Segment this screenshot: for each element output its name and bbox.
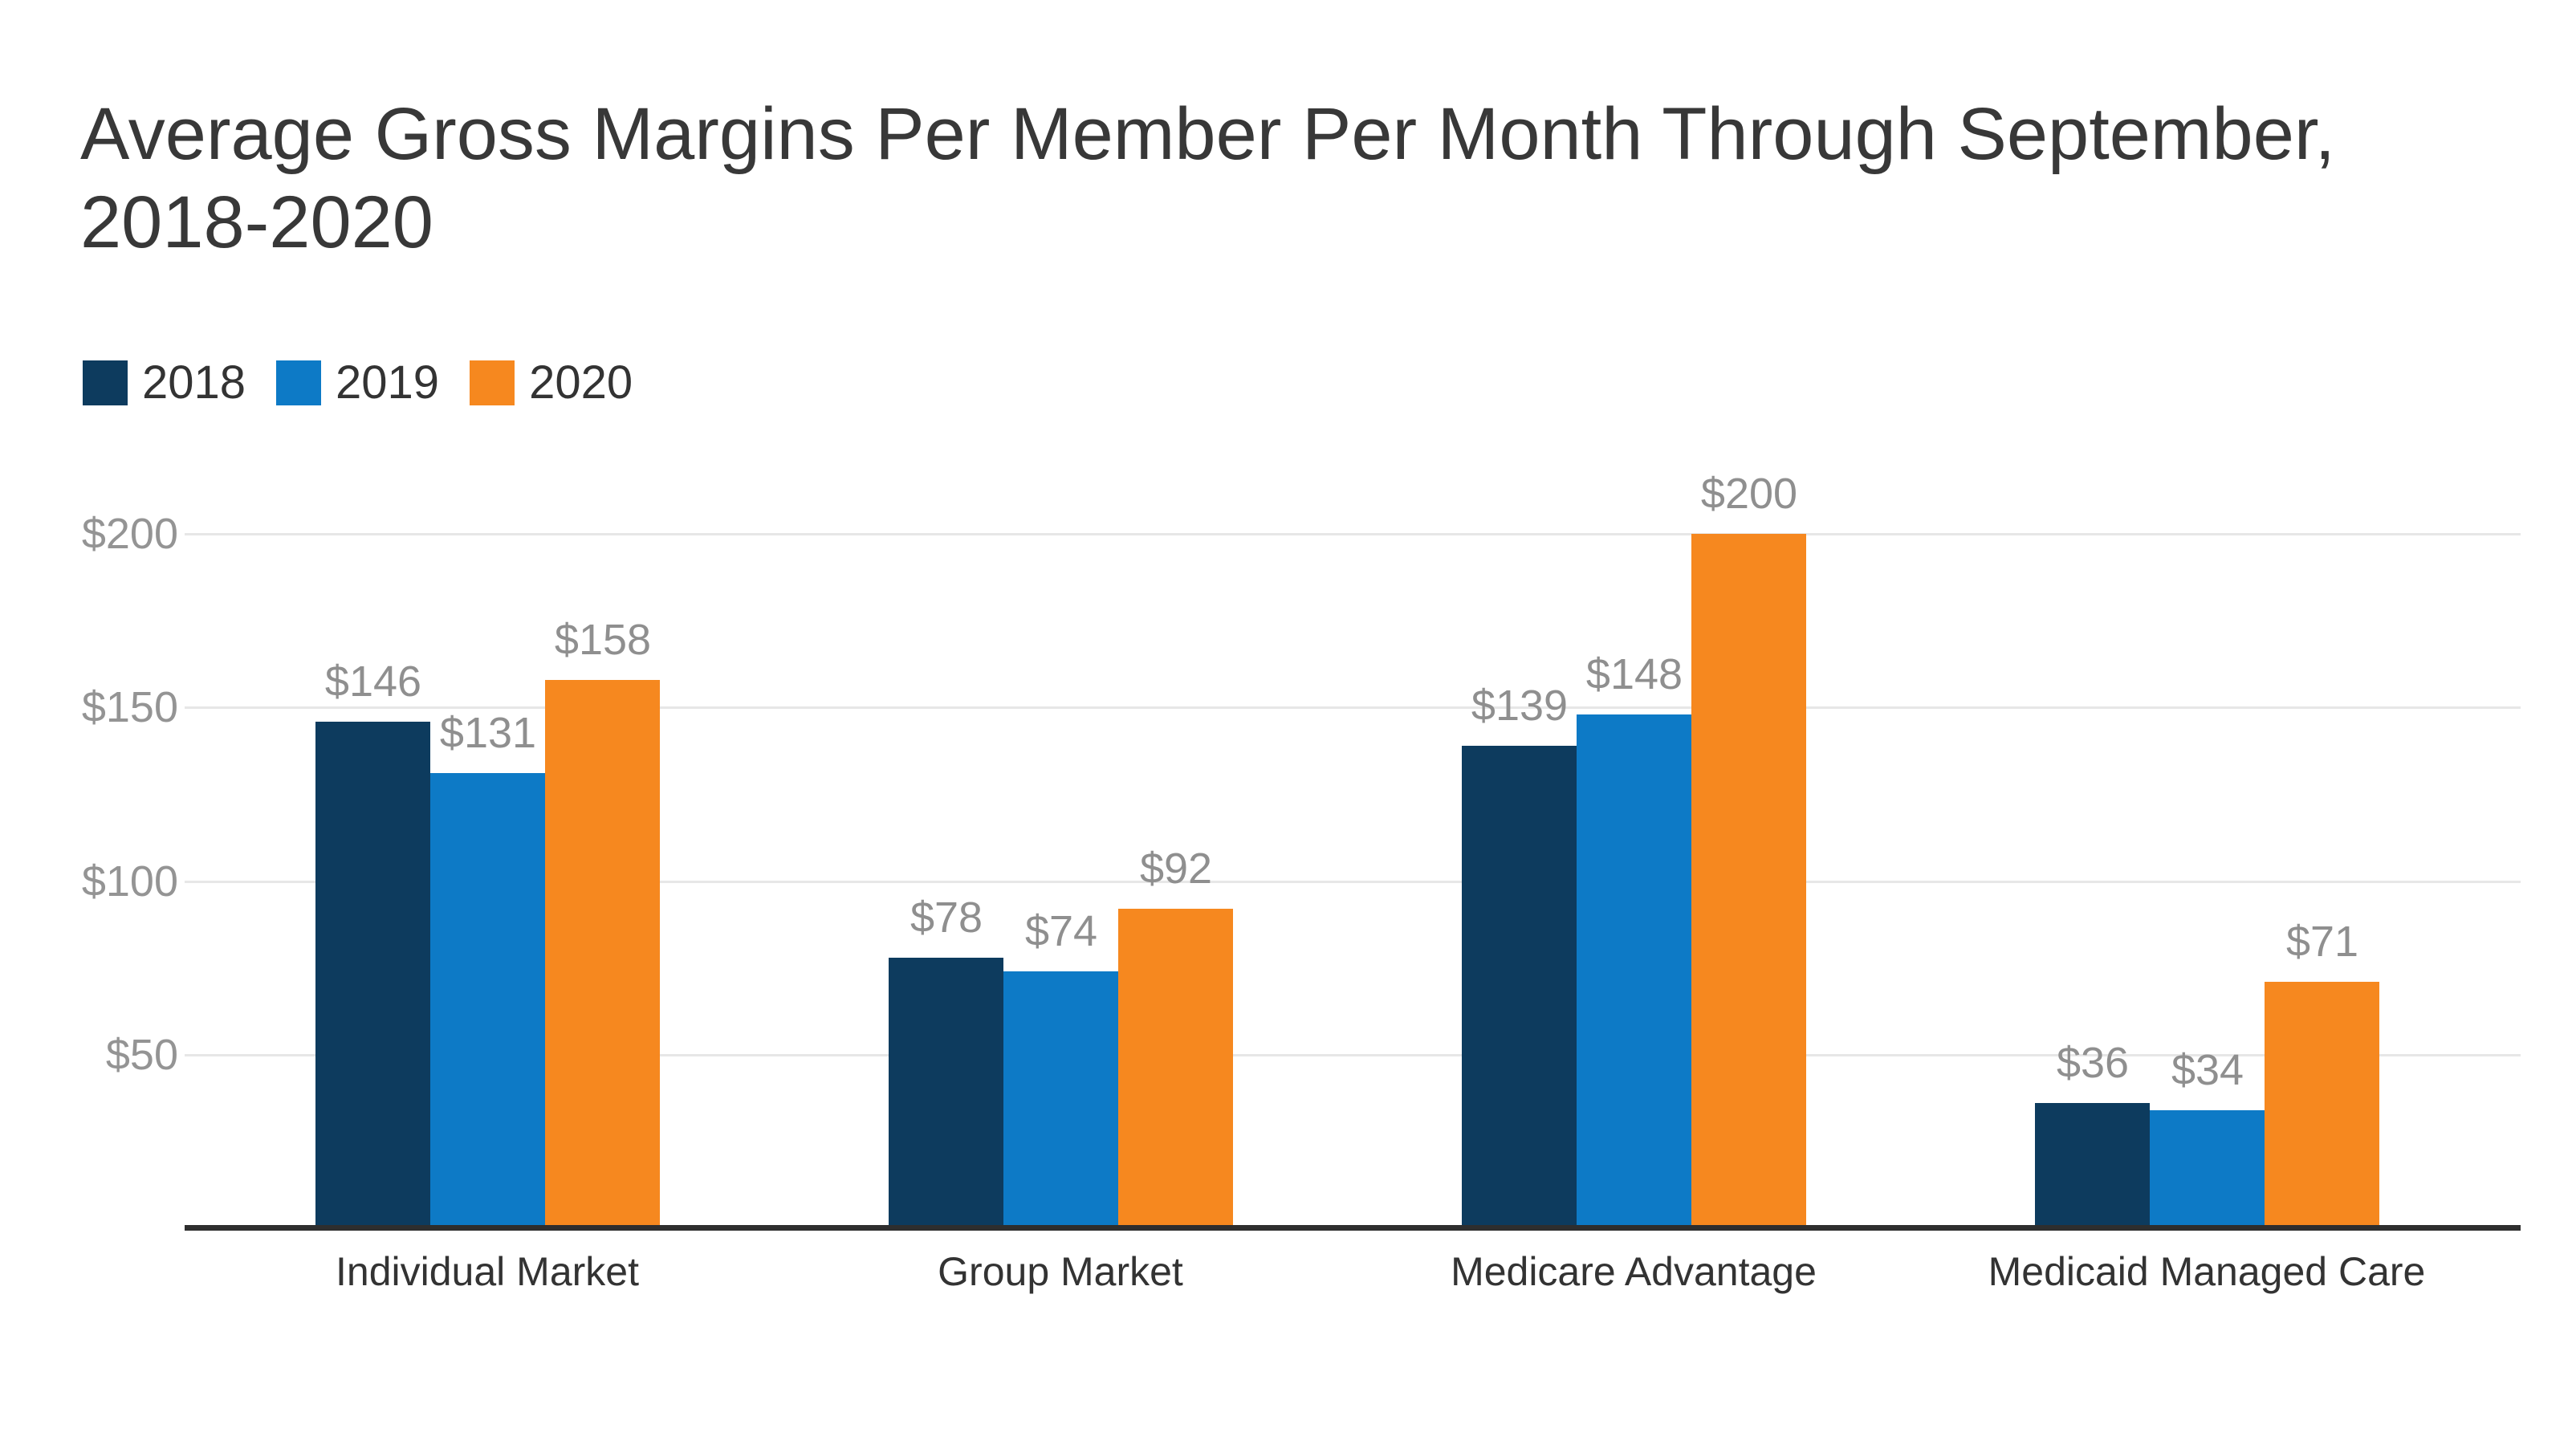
gridline	[185, 706, 2521, 709]
bar-value-label: $71	[2285, 918, 2359, 966]
bar	[1691, 534, 1806, 1228]
bar	[1118, 909, 1233, 1228]
category-label: Individual Market	[336, 1249, 639, 1294]
y-tick-label: $100	[81, 857, 178, 906]
y-tick-label: $150	[81, 683, 178, 731]
legend-item: 2020	[470, 360, 633, 406]
bar-value-label: $131	[439, 709, 537, 757]
legend-label: 2018	[142, 356, 246, 409]
bar-value-label: $200	[1700, 470, 1798, 518]
category-label: Medicare Advantage	[1451, 1249, 1817, 1294]
category-label: Group Market	[938, 1249, 1183, 1294]
bar-value-label: $148	[1585, 650, 1683, 698]
bar	[1003, 971, 1118, 1228]
chart-title: Average Gross Margins Per Member Per Mon…	[80, 93, 2336, 263]
legend-swatch	[83, 360, 128, 405]
bar	[2150, 1110, 2265, 1228]
bar	[2035, 1103, 2150, 1228]
category-label: Medicaid Managed Care	[1988, 1249, 2426, 1294]
bar-value-label: $139	[1471, 682, 1569, 730]
bar-value-label: $158	[554, 616, 652, 664]
legend: 2018 2019 2020	[83, 360, 663, 406]
legend-item: 2018	[83, 360, 246, 406]
gridline	[185, 1054, 2521, 1056]
bar	[545, 680, 660, 1228]
bar-value-label: $92	[1139, 845, 1213, 893]
bar	[430, 773, 545, 1228]
legend-swatch	[470, 360, 515, 405]
bar-value-label: $74	[1024, 907, 1098, 955]
gridline	[185, 533, 2521, 535]
bar	[2265, 982, 2379, 1228]
bar-value-label: $146	[324, 657, 422, 706]
bar	[315, 722, 430, 1228]
y-tick-label: $200	[81, 510, 178, 558]
gridline	[185, 881, 2521, 883]
bar	[1462, 746, 1577, 1228]
legend-label: 2020	[529, 356, 633, 409]
bar-value-label: $34	[2171, 1046, 2244, 1094]
legend-swatch	[276, 360, 322, 405]
x-axis-line	[185, 1225, 2521, 1231]
bar	[889, 958, 1003, 1228]
bar-value-label: $78	[910, 893, 983, 942]
bar-value-label: $36	[2056, 1039, 2130, 1087]
legend-item: 2019	[276, 360, 439, 406]
legend-label: 2019	[336, 356, 440, 409]
bar	[1577, 714, 1691, 1228]
y-tick-label: $50	[105, 1031, 178, 1079]
